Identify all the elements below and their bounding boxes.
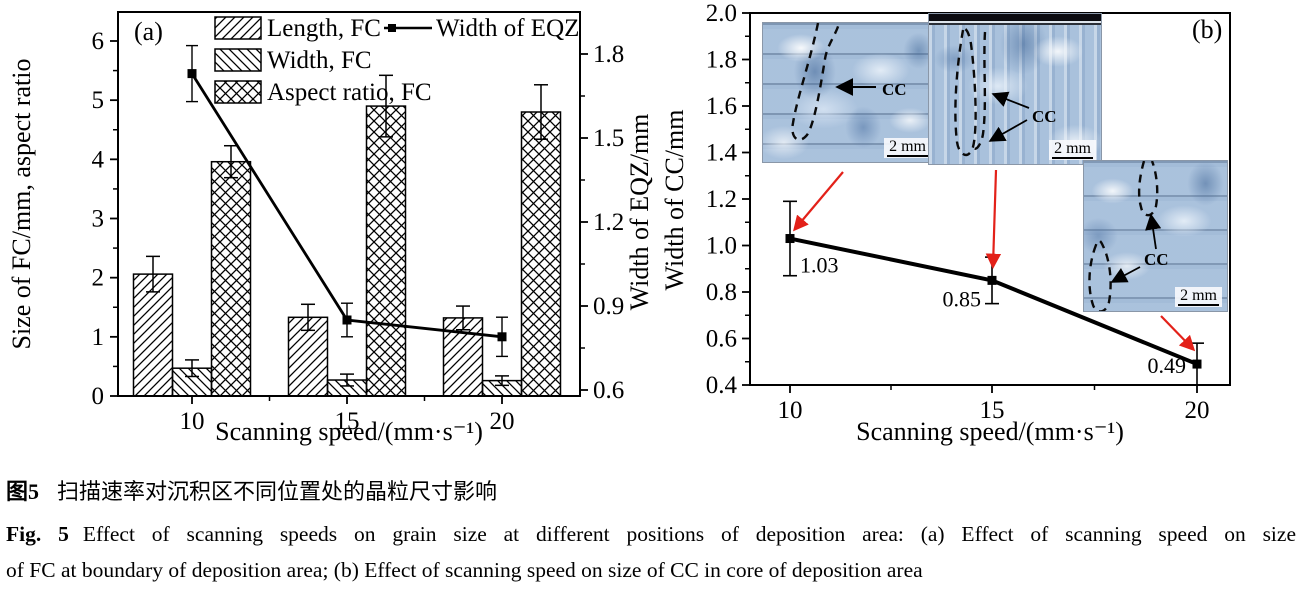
chart-b: 0.4 0.6 0.8 1.0 1.2 1.4 1.6 1.8 2.0 10 15 20 1.03 0.8… <box>660 0 1231 446</box>
cc-grain-outline <box>1137 161 1159 217</box>
inset-annotations: CC <box>791 23 907 141</box>
scale-bar: 2 mm <box>1175 287 1222 307</box>
top-surface-line <box>929 23 1101 25</box>
svg-text:20: 20 <box>490 408 515 435</box>
svg-text:Size of FC/mm, aspect ratio: Size of FC/mm, aspect ratio <box>7 58 36 349</box>
svg-text:15: 15 <box>980 397 1005 424</box>
svg-text:Scanning speed/(mm·s⁻¹): Scanning speed/(mm·s⁻¹) <box>856 417 1124 446</box>
caption-english-line2: of FC at boundary of deposition area; (b… <box>6 558 923 582</box>
cc-arrow-lower <box>988 119 1028 142</box>
svg-text:0.85: 0.85 <box>943 286 982 311</box>
cc-label: CC <box>1144 250 1169 269</box>
inset-annotations: CC <box>1088 161 1169 311</box>
svg-text:20: 20 <box>1185 397 1210 424</box>
chart-b-wrap: 0.4 0.6 0.8 1.0 1.2 1.4 1.6 1.8 2.0 10 15 20 1.03 0.8… <box>655 0 1302 455</box>
cc-grain-outline <box>954 27 977 157</box>
cc-arrow-upper <box>991 91 1030 109</box>
svg-text:2.0: 2.0 <box>706 0 737 27</box>
svg-text:1.03: 1.03 <box>800 253 839 278</box>
svg-text:(a): (a) <box>134 17 163 46</box>
top-surface-gap <box>929 21 1101 23</box>
svg-text:0.9: 0.9 <box>593 293 624 320</box>
scale-bar: 2 mm <box>1049 140 1096 160</box>
svg-text:10: 10 <box>778 397 803 424</box>
cc-grain-outline-2 <box>1088 239 1112 311</box>
figure-panel: 0 1 2 3 4 5 6 0.6 0.9 1.2 1.5 1.8 10 15 20 Length, FC Wi… <box>7 0 1302 455</box>
cc-arrow-lower <box>1110 266 1141 283</box>
svg-text:Width of EQZ/mm: Width of EQZ/mm <box>625 114 654 311</box>
caption-chinese: 图5 扫描速率对沉积区不同位置处的晶粒尺寸影响 <box>6 474 497 506</box>
svg-text:Width of CC/mm: Width of CC/mm <box>660 110 689 291</box>
svg-text:Scanning speed/(mm·s⁻¹): Scanning speed/(mm·s⁻¹) <box>215 417 483 446</box>
svg-text:1: 1 <box>92 324 105 351</box>
svg-text:3: 3 <box>92 206 105 233</box>
cc-label: CC <box>1032 107 1057 126</box>
caption-english-line1: Fig. 5 Effect of scanning speeds on grain… <box>6 522 1296 547</box>
svg-text:0.6: 0.6 <box>706 326 737 353</box>
micrograph-texture <box>929 14 1101 164</box>
caption-zh-text: 扫描速率对沉积区不同位置处的晶粒尺寸影响 <box>57 479 498 504</box>
svg-text:1.4: 1.4 <box>706 140 738 167</box>
svg-text:10: 10 <box>180 408 205 435</box>
inset-micrograph-20mms: CC 2 mm <box>1083 160 1228 312</box>
inset-micrograph-10mms: CC 2 mm <box>762 22 937 163</box>
svg-text:Length, FC: Length, FC <box>267 15 381 42</box>
svg-text:1.6: 1.6 <box>706 93 737 120</box>
svg-text:6: 6 <box>92 28 105 55</box>
svg-text:1.2: 1.2 <box>706 186 737 213</box>
svg-text:0.8: 0.8 <box>706 279 737 306</box>
svg-text:Width of EQZ: Width of EQZ <box>436 15 579 42</box>
caption-en-text1: Effect of scanning speeds on grain size … <box>82 522 1296 546</box>
scale-bar: 2 mm <box>884 138 931 158</box>
micrograph-texture <box>1084 161 1227 311</box>
cc-arrow-upper <box>1145 213 1162 250</box>
svg-text:(b): (b) <box>1192 15 1222 44</box>
cc-grain-outline <box>791 23 841 141</box>
svg-text:Aspect ratio, FC: Aspect ratio, FC <box>267 79 432 106</box>
svg-text:15: 15 <box>335 408 360 435</box>
svg-text:1.2: 1.2 <box>593 209 624 236</box>
svg-text:1.5: 1.5 <box>593 125 624 152</box>
caption-fig-number: Fig. 5 <box>6 522 69 546</box>
caption-zh-number: 图5 <box>6 479 40 504</box>
chart-a: 0 1 2 3 4 5 6 0.6 0.9 1.2 1.5 1.8 10 15 20 Length, FC Wi… <box>7 11 654 446</box>
inset-micrograph-15mms: CC 2 mm <box>928 13 1102 165</box>
svg-text:0.4: 0.4 <box>706 372 738 399</box>
svg-text:4: 4 <box>92 146 105 173</box>
inset-annotations: CC <box>929 14 1101 157</box>
svg-text:0: 0 <box>92 383 105 410</box>
svg-text:Width, FC: Width, FC <box>267 47 372 74</box>
svg-text:5: 5 <box>92 87 105 114</box>
cc-grain-outline-2 <box>971 31 987 150</box>
cc-label: CC <box>882 80 907 99</box>
svg-text:1.8: 1.8 <box>706 47 737 74</box>
svg-text:0.49: 0.49 <box>1148 353 1187 378</box>
svg-text:1.8: 1.8 <box>593 41 624 68</box>
svg-text:2: 2 <box>92 265 105 292</box>
top-surface-band <box>929 14 1101 21</box>
svg-text:0.6: 0.6 <box>593 377 624 404</box>
svg-text:1.0: 1.0 <box>706 233 737 260</box>
